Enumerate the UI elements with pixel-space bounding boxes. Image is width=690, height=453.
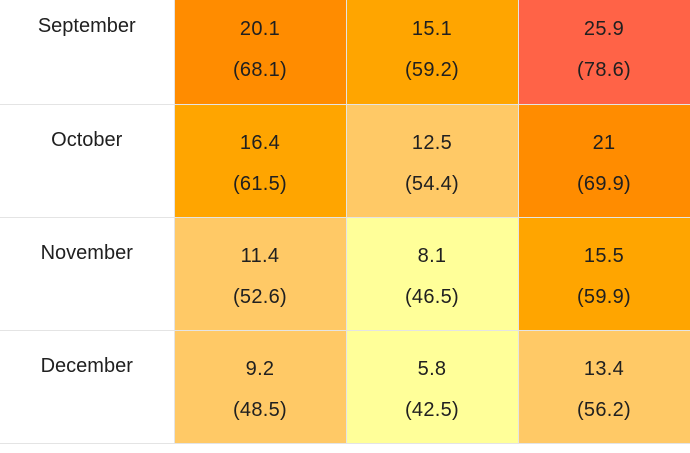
value-cell: 15.5 (59.9) [518, 217, 690, 331]
fahrenheit-value: (69.9) [576, 172, 632, 195]
fahrenheit-value: (78.6) [576, 59, 632, 81]
celsius-value: 16.4 [239, 131, 281, 154]
value-cell: 8.1 (46.5) [346, 217, 519, 331]
fahrenheit-value: (56.2) [576, 398, 632, 421]
fahrenheit-value: (48.5) [232, 398, 288, 421]
month-label: September [0, 0, 175, 105]
celsius-value: 12.5 [411, 131, 453, 154]
month-label: October [0, 104, 175, 218]
celsius-value: 20.1 [239, 18, 281, 40]
fahrenheit-value: (61.5) [232, 172, 288, 195]
celsius-value: 13.4 [583, 357, 625, 380]
value-cell: 13.4 (56.2) [518, 330, 690, 444]
fahrenheit-value: (46.5) [404, 285, 460, 308]
value-cell: 21 (69.9) [518, 104, 690, 218]
value-cell: 11.4 (52.6) [174, 217, 347, 331]
fahrenheit-value: (68.1) [232, 59, 288, 81]
fahrenheit-value: (59.9) [576, 285, 632, 308]
value-cell: 9.2 (48.5) [174, 330, 347, 444]
celsius-value: 15.1 [411, 18, 453, 40]
celsius-value: 5.8 [417, 357, 447, 380]
value-cell: 15.1 (59.2) [346, 0, 519, 105]
month-label: November [0, 217, 175, 331]
value-cell: 25.9 (78.6) [518, 0, 690, 105]
table-row: October 16.4 (61.5) 12.5 (54.4) 21 (69.9… [0, 104, 690, 218]
fahrenheit-value: (54.4) [404, 172, 460, 195]
celsius-value: 21 [592, 131, 616, 154]
table-row: September 20.1 (68.1) 15.1 (59.2) 25.9 (… [0, 0, 690, 105]
celsius-value: 11.4 [240, 244, 280, 267]
value-cell: 5.8 (42.5) [346, 330, 519, 444]
value-cell: 20.1 (68.1) [174, 0, 347, 105]
value-cell: 12.5 (54.4) [346, 104, 519, 218]
celsius-value: 15.5 [583, 244, 625, 267]
fahrenheit-value: (52.6) [232, 285, 288, 308]
celsius-value: 8.1 [417, 244, 447, 267]
month-label: December [0, 330, 175, 444]
fahrenheit-value: (59.2) [404, 59, 460, 81]
table-row: December 9.2 (48.5) 5.8 (42.5) 13.4 (56.… [0, 330, 690, 444]
celsius-value: 9.2 [245, 357, 275, 380]
value-cell: 16.4 (61.5) [174, 104, 347, 218]
celsius-value: 25.9 [583, 18, 625, 40]
fahrenheit-value: (42.5) [404, 398, 460, 421]
table-row: November 11.4 (52.6) 8.1 (46.5) 15.5 (59… [0, 217, 690, 331]
